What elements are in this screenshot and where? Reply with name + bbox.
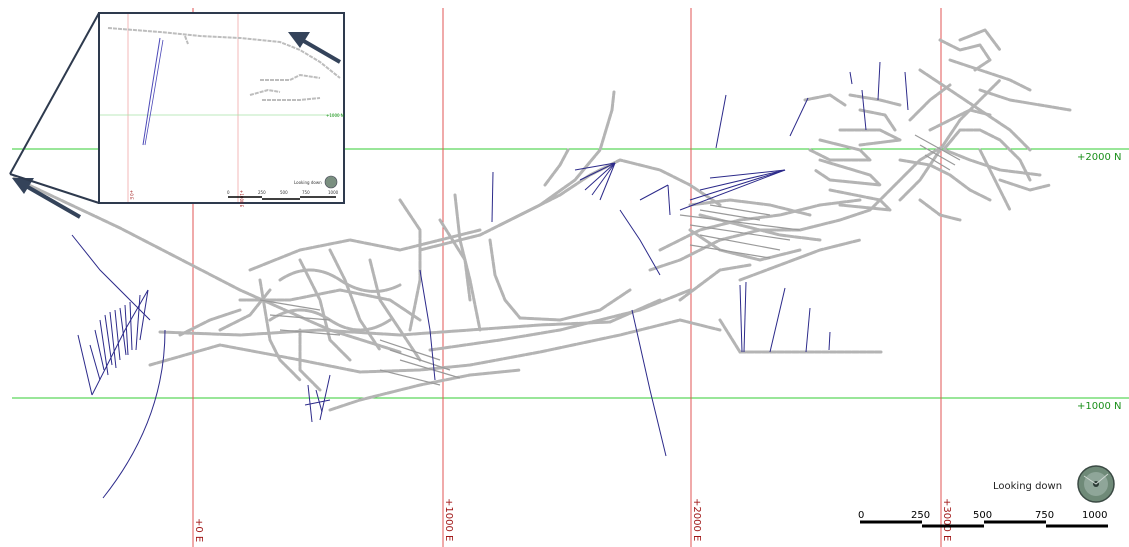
development-headings (259, 134, 961, 386)
compass-ball-icon (1077, 465, 1115, 503)
tunnel-network (12, 28, 1072, 412)
inset-northing-label: +1000 N (326, 113, 344, 118)
northing-label-2000: +2000 N (1077, 152, 1122, 163)
drillholes (71, 61, 909, 499)
easting-label-3000: +3000 E (941, 498, 952, 541)
inset-drillhole (142, 37, 161, 146)
svg-text:250: 250 (911, 510, 930, 521)
easting-label-0: +0 E (193, 518, 204, 542)
inset-view-label: Looking down (294, 180, 322, 185)
easting-label-1000: +1000 E (443, 498, 454, 541)
easting-label-2000: +2000 E (691, 498, 702, 541)
svg-text:0: 0 (227, 190, 230, 195)
svg-text:500: 500 (280, 190, 288, 195)
svg-text:250: 250 (258, 190, 266, 195)
inset-map: +1000 N +0 E +1000 E Looking down 0 250 … (98, 12, 345, 208)
direction-arrow-icon (12, 178, 81, 219)
inset-scale-bar: 0 250 500 750 1000 (227, 190, 339, 200)
svg-text:750: 750 (302, 190, 310, 195)
northing-label-1000: +1000 N (1077, 401, 1122, 412)
svg-text:750: 750 (1035, 510, 1054, 521)
svg-text:0: 0 (858, 510, 864, 521)
direction-arrow-icon (288, 32, 342, 64)
scale-bar: 0 250 500 750 1000 (858, 510, 1108, 528)
svg-text:1000: 1000 (328, 190, 339, 195)
inset-leader-lines (9, 12, 100, 204)
inset-easting-label: +1000 E (239, 190, 244, 208)
svg-text:500: 500 (973, 510, 992, 521)
inset-compass-icon (324, 175, 338, 189)
view-direction-label: Looking down (993, 481, 1062, 492)
svg-text:1000: 1000 (1082, 510, 1107, 521)
inset-easting-label: +0 E (129, 190, 134, 200)
